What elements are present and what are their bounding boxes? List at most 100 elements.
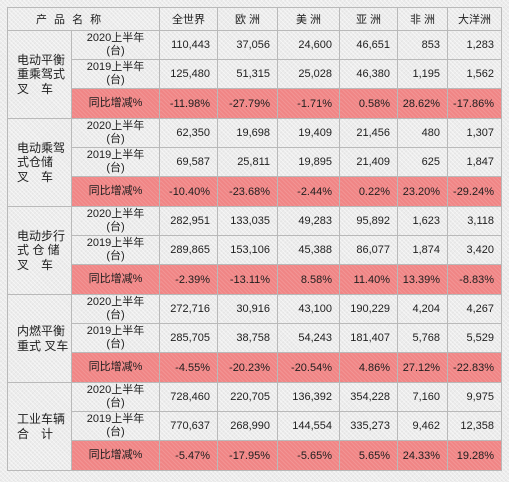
- period-label-line: 2019上半年: [86, 149, 145, 161]
- product-category-line: 式仓储: [17, 155, 54, 170]
- value-cell-europe: 268,990: [217, 411, 279, 441]
- product-category-line: 内燃平衡: [17, 324, 66, 338]
- value-cell-asia: 190,229: [339, 294, 399, 324]
- value-cell-asia: 21,456: [339, 118, 399, 148]
- value-cell-world: 728,460: [159, 382, 219, 412]
- period-cell: 2020上半年 (台): [70, 30, 161, 60]
- period-label-line: (台): [106, 133, 125, 145]
- period-label-line: (台): [106, 426, 125, 438]
- value-cell-africa: 625: [397, 147, 449, 177]
- table-row: 2019上半年 (台) 770,637 268,990 144,554 335,273 9,…: [8, 411, 503, 441]
- value-cell-americas: 43,100: [277, 294, 341, 324]
- yoy-change-row: 同比增减% -2.39% -13.11% 8.58% 11.40% 13.39% -8.83…: [8, 264, 503, 295]
- period-label-line: (台): [106, 250, 125, 262]
- value-cell-asia: 21,409: [339, 147, 399, 177]
- value-cell-europe: 133,035: [217, 206, 279, 236]
- value-cell-world: -10.40%: [159, 176, 219, 207]
- period-label-line: 同比增减%: [88, 361, 143, 373]
- value-cell-oceania: -29.24%: [447, 176, 503, 207]
- value-cell-americas: 8.58%: [277, 264, 341, 295]
- period-label-line: 同比增减%: [88, 449, 143, 461]
- value-cell-asia: 95,892: [339, 206, 399, 236]
- value-cell-europe: -17.95%: [217, 440, 279, 471]
- value-cell-africa: 5,768: [397, 323, 449, 353]
- value-cell-world: 110,443: [159, 30, 219, 60]
- value-cell-europe: 153,106: [217, 235, 279, 265]
- value-cell-oceania: 3,118: [447, 206, 503, 236]
- value-cell-oceania: -22.83%: [447, 352, 503, 383]
- value-cell-europe: -27.79%: [217, 88, 279, 119]
- value-cell-africa: 4,204: [397, 294, 449, 324]
- period-cell: 2020上半年 (台): [70, 382, 161, 412]
- header-region-asia: 亚 洲: [339, 7, 399, 31]
- table-row: 2019上半年 (台) 289,865 153,106 45,388 86,077 1,87…: [8, 235, 503, 265]
- period-label-line: (台): [106, 74, 125, 86]
- period-label-line: (台): [106, 338, 125, 350]
- period-cell: 2019上半年 (台): [70, 411, 161, 441]
- product-category-line: 叉 车: [17, 257, 54, 272]
- value-cell-world: -4.55%: [159, 352, 219, 383]
- value-cell-asia: 5.65%: [339, 440, 399, 471]
- value-cell-world: 125,480: [159, 59, 219, 89]
- product-category-line: 重式 叉车: [17, 338, 69, 353]
- value-cell-oceania: 3,420: [447, 235, 503, 265]
- table-row: 2019上半年 (台) 285,705 38,758 54,243 181,407 5,76…: [8, 323, 503, 353]
- value-cell-africa: 28.62%: [397, 88, 449, 119]
- value-cell-europe: 51,315: [217, 59, 279, 89]
- period-cell: 2019上半年 (台): [70, 59, 161, 89]
- value-cell-world: -11.98%: [159, 88, 219, 119]
- table-row: 2019上半年 (台) 125,480 51,315 25,028 46,380 1,195…: [8, 59, 503, 89]
- period-cell: 2020上半年 (台): [70, 206, 161, 236]
- table-row: 电动平衡 重乘驾式叉 车 2020上半年 (台) 110,443 37,056 24,600…: [7, 30, 503, 119]
- value-cell-oceania: 9,975: [447, 382, 503, 412]
- header-product-name: 产 品 名 称: [6, 7, 161, 31]
- value-cell-africa: 7,160: [397, 382, 449, 412]
- value-cell-americas: 136,392: [277, 382, 341, 412]
- value-cell-americas: -1.71%: [277, 88, 341, 119]
- period-label-line: 同比增减%: [88, 273, 143, 285]
- table-row: 内燃平衡 重式 叉车 2020上半年 (台) 272,716 30,916 43,100 19…: [7, 294, 503, 383]
- period-label-line: 2020上半年: [86, 120, 145, 132]
- product-category-line: 合 计: [17, 426, 54, 441]
- header-region-americas: 美 洲: [277, 7, 341, 31]
- value-cell-americas: 45,388: [277, 235, 341, 265]
- period-label-line: (台): [106, 162, 125, 174]
- value-cell-world: -2.39%: [159, 264, 219, 295]
- period-label-line: 2019上半年: [86, 413, 145, 425]
- value-cell-americas: 49,283: [277, 206, 341, 236]
- period-label-line: 2019上半年: [86, 325, 145, 337]
- yoy-label-cell: 同比增减%: [70, 88, 161, 119]
- product-category-line: 电动平衡: [17, 52, 66, 67]
- period-cell: 2019上半年 (台): [70, 323, 161, 353]
- value-cell-oceania: 1,283: [447, 30, 503, 60]
- value-cell-oceania: -8.83%: [447, 264, 503, 295]
- value-cell-americas: -20.54%: [277, 352, 341, 383]
- value-cell-world: 69,587: [159, 147, 219, 177]
- value-cell-europe: 30,916: [217, 294, 279, 324]
- product-category-cell: 电动步行式 仓 储叉 车: [7, 206, 72, 295]
- period-label-line: (台): [106, 309, 125, 321]
- product-category-line: 式 仓 储: [17, 243, 60, 258]
- product-category-line: 叉 车: [17, 81, 54, 96]
- value-cell-africa: 480: [397, 118, 449, 148]
- value-cell-world: 289,865: [159, 235, 219, 265]
- value-cell-asia: 46,651: [339, 30, 399, 60]
- yoy-change-row: 同比增减% -5.47% -17.95% -5.65% 5.65% 24.33% 19.28…: [8, 440, 503, 471]
- period-cell: 2019上半年 (台): [70, 147, 161, 177]
- header-region-europe: 欧 洲: [217, 7, 279, 31]
- period-cell: 2019上半年 (台): [70, 235, 161, 265]
- value-cell-africa: 24.33%: [397, 440, 449, 471]
- value-cell-asia: 181,407: [339, 323, 399, 353]
- table-row: 电动乘驾 式仓储叉 车 2020上半年 (台) 62,350 19,698 19,409 21…: [7, 118, 503, 207]
- product-category-line: 工业车辆: [17, 412, 66, 426]
- value-cell-africa: 9,462: [397, 411, 449, 441]
- value-cell-world: 62,350: [159, 118, 219, 148]
- table-body: 电动平衡 重乘驾式叉 车 2020上半年 (台) 110,443 37,056 24,600…: [7, 30, 503, 471]
- value-cell-asia: 0.22%: [339, 176, 399, 207]
- value-cell-europe: 37,056: [217, 30, 279, 60]
- value-cell-world: 285,705: [159, 323, 219, 353]
- yoy-change-row: 同比增减% -10.40% -23.68% -2.44% 0.22% 23.20% -29.…: [8, 176, 503, 207]
- value-cell-asia: 46,380: [339, 59, 399, 89]
- header-region-africa: 非 洲: [397, 7, 449, 31]
- table-header: 产 品 名 称 全世界 欧 洲 美 洲 亚 洲 非 洲 大洋洲: [6, 7, 503, 31]
